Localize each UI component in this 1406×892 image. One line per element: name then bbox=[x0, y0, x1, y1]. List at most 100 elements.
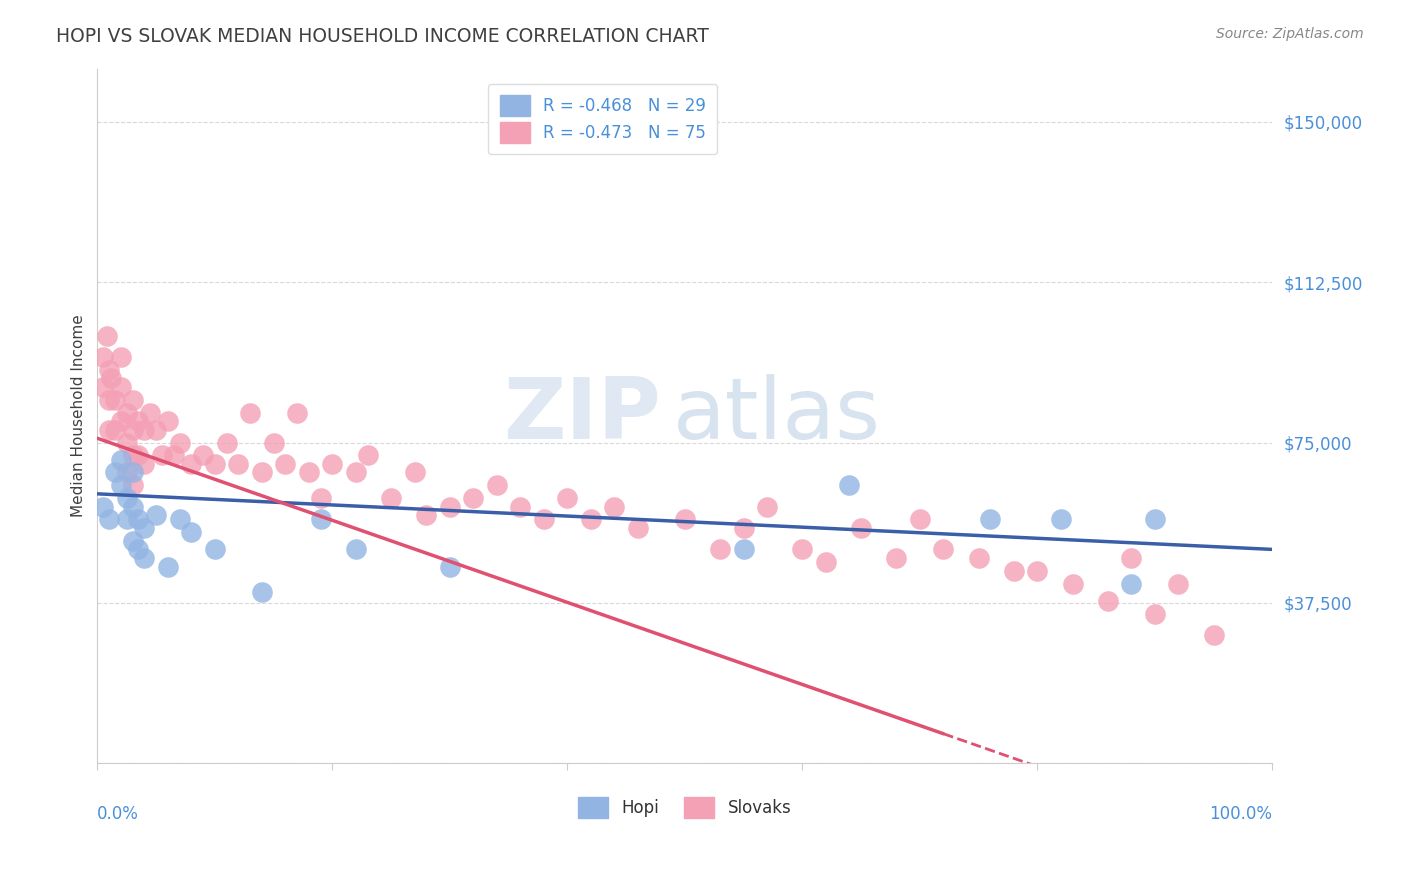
Point bbox=[1121, 576, 1143, 591]
Point bbox=[104, 392, 127, 407]
Point bbox=[115, 435, 138, 450]
Point bbox=[121, 500, 143, 514]
Point bbox=[792, 542, 814, 557]
Point bbox=[298, 466, 321, 480]
Point bbox=[756, 500, 779, 514]
Point bbox=[110, 380, 132, 394]
Point bbox=[104, 423, 127, 437]
Text: 0.0%: 0.0% bbox=[97, 805, 139, 822]
Point bbox=[356, 448, 378, 462]
Point bbox=[121, 392, 143, 407]
Y-axis label: Median Household Income: Median Household Income bbox=[72, 315, 86, 517]
Point bbox=[1143, 607, 1166, 621]
Point bbox=[908, 512, 931, 526]
Point bbox=[145, 423, 167, 437]
Point bbox=[309, 512, 332, 526]
Point bbox=[110, 478, 132, 492]
Point bbox=[115, 512, 138, 526]
Point bbox=[115, 491, 138, 505]
Point bbox=[1121, 551, 1143, 566]
Point bbox=[263, 435, 285, 450]
Point bbox=[285, 406, 308, 420]
Point bbox=[98, 363, 121, 377]
Point bbox=[127, 448, 149, 462]
Point bbox=[838, 478, 860, 492]
Point bbox=[1143, 512, 1166, 526]
Point bbox=[98, 512, 121, 526]
Point bbox=[1202, 628, 1225, 642]
Point bbox=[134, 551, 156, 566]
Point bbox=[967, 551, 990, 566]
Point bbox=[579, 512, 602, 526]
Point bbox=[979, 512, 1001, 526]
Point bbox=[733, 521, 755, 535]
Point bbox=[533, 512, 555, 526]
Text: HOPI VS SLOVAK MEDIAN HOUSEHOLD INCOME CORRELATION CHART: HOPI VS SLOVAK MEDIAN HOUSEHOLD INCOME C… bbox=[56, 27, 709, 45]
Point bbox=[239, 406, 262, 420]
Point bbox=[1097, 593, 1119, 607]
Point bbox=[91, 500, 114, 514]
Point bbox=[156, 559, 179, 574]
Point bbox=[439, 559, 461, 574]
Point bbox=[121, 533, 143, 548]
Point bbox=[439, 500, 461, 514]
Point bbox=[156, 414, 179, 428]
Point bbox=[110, 414, 132, 428]
Point bbox=[309, 491, 332, 505]
Point bbox=[509, 500, 531, 514]
Point bbox=[115, 466, 138, 480]
Point bbox=[733, 542, 755, 557]
Text: 100.0%: 100.0% bbox=[1209, 805, 1272, 822]
Point bbox=[321, 457, 343, 471]
Point bbox=[139, 406, 162, 420]
Point bbox=[150, 448, 173, 462]
Point bbox=[215, 435, 238, 450]
Point bbox=[250, 585, 273, 599]
Point bbox=[204, 542, 226, 557]
Point bbox=[404, 466, 426, 480]
Point bbox=[96, 328, 118, 343]
Point bbox=[98, 392, 121, 407]
Text: Source: ZipAtlas.com: Source: ZipAtlas.com bbox=[1216, 27, 1364, 41]
Point bbox=[121, 478, 143, 492]
Text: atlas: atlas bbox=[673, 375, 882, 458]
Point bbox=[557, 491, 579, 505]
Point bbox=[163, 448, 186, 462]
Point bbox=[204, 457, 226, 471]
Point bbox=[91, 350, 114, 364]
Point bbox=[121, 466, 143, 480]
Point bbox=[1062, 576, 1084, 591]
Point bbox=[115, 406, 138, 420]
Point bbox=[814, 555, 837, 569]
Point bbox=[673, 512, 696, 526]
Point bbox=[603, 500, 626, 514]
Point bbox=[886, 551, 908, 566]
Point bbox=[104, 466, 127, 480]
Point bbox=[121, 423, 143, 437]
Point bbox=[1026, 564, 1049, 578]
Point bbox=[1050, 512, 1073, 526]
Point bbox=[932, 542, 955, 557]
Point bbox=[709, 542, 731, 557]
Point bbox=[98, 423, 121, 437]
Point bbox=[1002, 564, 1025, 578]
Point bbox=[180, 525, 202, 540]
Point bbox=[1167, 576, 1189, 591]
Point bbox=[485, 478, 508, 492]
Point bbox=[380, 491, 402, 505]
Point bbox=[180, 457, 202, 471]
Point bbox=[91, 380, 114, 394]
Text: ZIP: ZIP bbox=[503, 375, 661, 458]
Point bbox=[134, 423, 156, 437]
Point bbox=[100, 371, 122, 385]
Point bbox=[134, 457, 156, 471]
Point bbox=[121, 448, 143, 462]
Point bbox=[344, 542, 367, 557]
Point bbox=[228, 457, 250, 471]
Point bbox=[127, 542, 149, 557]
Point bbox=[849, 521, 872, 535]
Point bbox=[274, 457, 297, 471]
Point bbox=[127, 414, 149, 428]
Point bbox=[145, 508, 167, 523]
Legend: Hopi, Slovaks: Hopi, Slovaks bbox=[572, 790, 799, 824]
